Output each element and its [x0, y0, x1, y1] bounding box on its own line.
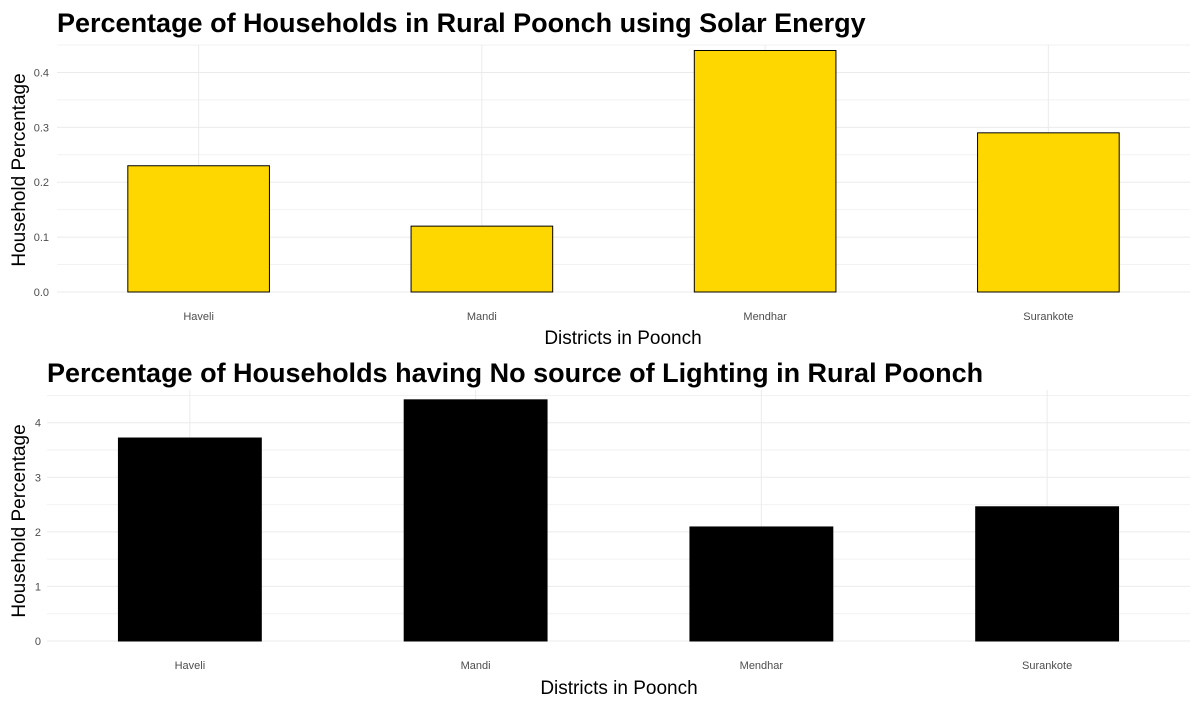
y-tick-label: 0.4	[34, 67, 49, 79]
y-axis-title: Household Percentage	[9, 424, 30, 617]
bar-mandi	[410, 225, 554, 293]
bar-haveli	[117, 437, 262, 642]
y-tick-label: 2	[35, 527, 41, 539]
x-axis-title: Districts in Poonch	[544, 328, 701, 349]
x-tick-label: Mendhar	[740, 660, 784, 672]
bar-surankote	[977, 132, 1120, 293]
x-axis-title: Districts in Poonch	[540, 678, 697, 699]
chart-title: Percentage of Households having No sourc…	[47, 358, 983, 388]
y-tick-label: 1	[35, 581, 41, 593]
x-tick-label: Mandi	[467, 311, 497, 323]
y-tick-labels: 0.0 0.1 0.2 0.3 0.4	[34, 67, 49, 299]
chart-no-lighting: Percentage of Households having No sourc…	[9, 358, 1190, 699]
y-tick-labels: 0 1 2 3 4	[35, 418, 41, 648]
x-tick-label: Haveli	[175, 660, 206, 672]
bars	[127, 49, 1120, 293]
y-tick-label: 3	[35, 472, 41, 484]
y-tick-label: 0.2	[34, 177, 49, 189]
x-tick-label: Haveli	[183, 311, 214, 323]
x-tick-label: Mandi	[461, 660, 491, 672]
x-tick-label: Mendhar	[743, 311, 787, 323]
chart-solar-energy: Percentage of Households in Rural Poonch…	[9, 8, 1190, 349]
x-tick-labels: Haveli Mandi Mendhar Surankote	[175, 660, 1073, 672]
bar-mendhar	[689, 526, 834, 642]
bar-haveli	[127, 165, 270, 293]
x-tick-label: Surankote	[1023, 311, 1073, 323]
y-tick-label: 4	[35, 418, 41, 430]
y-tick-label: 0.3	[34, 122, 49, 134]
x-tick-label: Surankote	[1022, 660, 1072, 672]
bar-mendhar	[693, 49, 837, 293]
y-tick-label: 0	[35, 636, 41, 648]
bar-surankote	[975, 506, 1120, 642]
x-tick-labels: Haveli Mandi Mendhar Surankote	[183, 311, 1073, 323]
bar-mandi	[403, 399, 548, 642]
chart-title: Percentage of Households in Rural Poonch…	[57, 8, 866, 38]
y-tick-label: 0.0	[34, 287, 49, 299]
bars	[117, 399, 1120, 642]
y-axis-title: Household Percentage	[9, 73, 30, 266]
y-tick-label: 0.1	[34, 232, 49, 244]
